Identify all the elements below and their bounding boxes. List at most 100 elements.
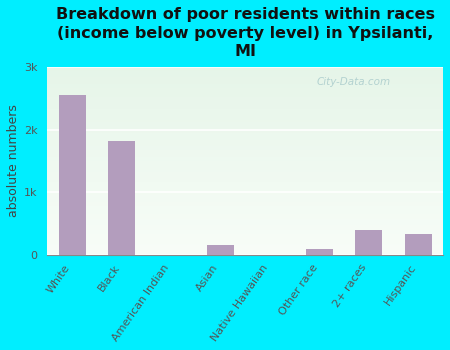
Bar bbox=[47, 165, 443, 167]
Bar bbox=[47, 234, 443, 236]
Bar bbox=[47, 73, 443, 75]
Bar bbox=[47, 118, 443, 120]
Bar bbox=[47, 217, 443, 219]
Bar bbox=[47, 93, 443, 96]
Bar bbox=[47, 127, 443, 129]
Bar bbox=[47, 232, 443, 234]
Bar bbox=[47, 240, 443, 242]
Bar bbox=[47, 212, 443, 214]
Bar bbox=[306, 249, 333, 255]
Bar bbox=[47, 251, 443, 253]
Bar bbox=[47, 198, 443, 201]
Bar bbox=[47, 242, 443, 244]
Bar bbox=[47, 182, 443, 183]
Bar bbox=[47, 144, 443, 146]
Bar bbox=[47, 176, 443, 178]
Bar bbox=[47, 69, 443, 71]
Bar bbox=[47, 191, 443, 193]
Bar bbox=[47, 140, 443, 142]
Bar bbox=[47, 193, 443, 195]
Bar bbox=[47, 80, 443, 82]
Bar bbox=[47, 152, 443, 154]
Bar bbox=[47, 131, 443, 133]
Bar bbox=[47, 180, 443, 182]
Bar bbox=[47, 116, 443, 118]
Bar bbox=[47, 86, 443, 88]
Bar bbox=[47, 183, 443, 186]
Bar bbox=[47, 238, 443, 240]
Bar bbox=[47, 120, 443, 122]
Bar bbox=[207, 245, 234, 255]
Bar bbox=[47, 97, 443, 99]
Bar bbox=[47, 67, 443, 69]
Bar bbox=[47, 178, 443, 180]
Bar bbox=[47, 92, 443, 93]
Bar bbox=[47, 219, 443, 221]
Bar bbox=[47, 82, 443, 84]
Bar bbox=[47, 155, 443, 157]
Bar bbox=[47, 230, 443, 232]
Bar bbox=[47, 75, 443, 77]
Bar bbox=[47, 187, 443, 189]
Bar bbox=[356, 230, 382, 255]
Bar bbox=[47, 78, 443, 81]
Bar bbox=[47, 71, 443, 73]
Bar bbox=[47, 122, 443, 124]
Bar bbox=[47, 174, 443, 176]
Bar bbox=[47, 189, 443, 191]
Bar bbox=[47, 114, 443, 116]
Bar bbox=[47, 101, 443, 103]
Bar bbox=[47, 216, 443, 217]
Bar bbox=[47, 139, 443, 140]
Bar bbox=[47, 253, 443, 255]
Bar bbox=[47, 99, 443, 101]
Bar bbox=[405, 234, 432, 255]
Y-axis label: absolute numbers: absolute numbers bbox=[7, 105, 20, 217]
Bar bbox=[47, 201, 443, 202]
Bar bbox=[47, 107, 443, 108]
Bar bbox=[47, 229, 443, 230]
Bar bbox=[47, 157, 443, 159]
Bar bbox=[47, 110, 443, 112]
Bar bbox=[47, 90, 443, 92]
Bar bbox=[47, 223, 443, 225]
Bar bbox=[47, 108, 443, 110]
Bar bbox=[47, 208, 443, 210]
Bar bbox=[47, 129, 443, 131]
Bar bbox=[47, 96, 443, 97]
Bar bbox=[47, 167, 443, 169]
Text: City-Data.com: City-Data.com bbox=[316, 77, 391, 87]
Bar bbox=[47, 204, 443, 206]
Bar bbox=[47, 221, 443, 223]
Bar bbox=[47, 88, 443, 90]
Bar bbox=[47, 133, 443, 135]
Bar bbox=[47, 163, 443, 165]
Bar bbox=[47, 146, 443, 148]
Bar bbox=[47, 169, 443, 170]
Bar bbox=[47, 148, 443, 150]
Bar bbox=[47, 135, 443, 136]
Bar bbox=[47, 197, 443, 198]
Bar bbox=[47, 142, 443, 144]
Bar bbox=[58, 96, 86, 255]
Bar bbox=[47, 161, 443, 163]
Bar bbox=[47, 84, 443, 86]
Bar bbox=[108, 141, 135, 255]
Bar bbox=[47, 112, 443, 114]
Bar bbox=[47, 249, 443, 251]
Bar bbox=[47, 210, 443, 212]
Bar bbox=[47, 236, 443, 238]
Bar bbox=[47, 150, 443, 152]
Bar bbox=[47, 172, 443, 174]
Bar bbox=[47, 124, 443, 125]
Bar bbox=[47, 202, 443, 204]
Bar bbox=[47, 244, 443, 245]
Bar bbox=[47, 245, 443, 247]
Bar bbox=[47, 214, 443, 216]
Bar bbox=[47, 103, 443, 105]
Title: Breakdown of poor residents within races
(income below poverty level) in Ypsilan: Breakdown of poor residents within races… bbox=[56, 7, 435, 59]
Bar bbox=[47, 105, 443, 107]
Bar bbox=[47, 125, 443, 127]
Bar bbox=[47, 206, 443, 208]
Bar bbox=[47, 136, 443, 139]
